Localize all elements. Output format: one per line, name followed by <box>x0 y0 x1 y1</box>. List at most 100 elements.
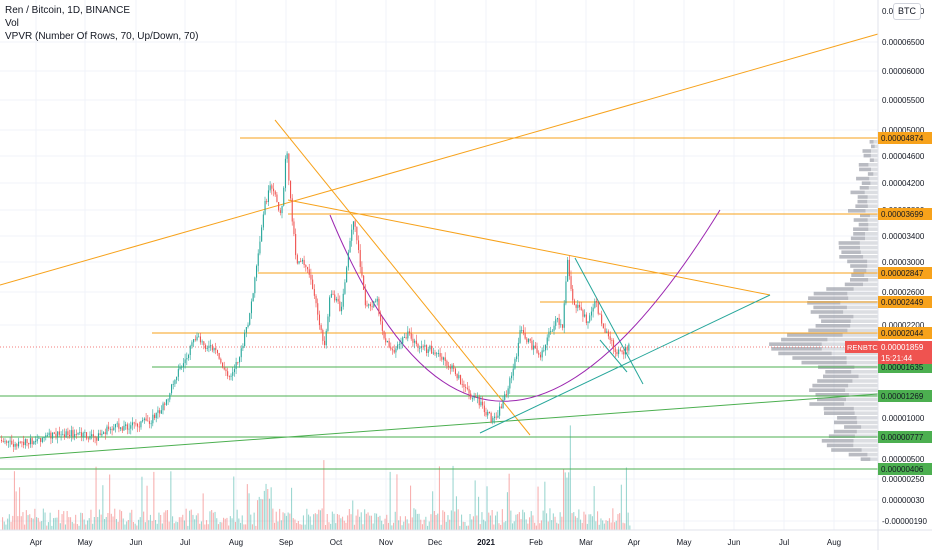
volume-bar <box>36 517 38 530</box>
legend-vpvr[interactable]: VPVR (Number Of Rows, 70, Up/Down, 70) <box>5 31 199 42</box>
volume-bar <box>212 512 214 530</box>
candle-body <box>210 345 212 347</box>
candle-body <box>211 345 213 351</box>
candle-body <box>626 347 628 351</box>
volume-bar <box>185 508 187 530</box>
candle-body <box>441 356 443 360</box>
volume-bar <box>250 514 252 530</box>
candle-body <box>199 336 201 343</box>
profile-bar <box>808 328 878 333</box>
candle-body <box>449 367 451 369</box>
volume-bar <box>58 509 60 530</box>
symbol-tag-box <box>845 341 878 353</box>
profile-bar-up <box>839 255 864 259</box>
candle-body <box>388 340 390 348</box>
candle-body <box>477 396 479 398</box>
legend-volume[interactable]: Vol <box>5 18 19 29</box>
volume-bar <box>112 516 114 530</box>
volume-bar <box>438 466 440 530</box>
volume-bar <box>71 521 73 530</box>
volume-bar <box>403 521 405 530</box>
x-tick-label: Jul <box>779 538 789 547</box>
volume-bar <box>42 508 44 530</box>
level-label-box <box>878 463 932 475</box>
profile-bar-up <box>855 204 868 208</box>
volume-bar <box>160 515 162 530</box>
volume-bar <box>391 525 393 530</box>
candle-body <box>303 259 305 265</box>
volume-bar <box>88 518 90 530</box>
volume-bar <box>333 513 335 530</box>
volume-bar <box>311 524 313 530</box>
candle-body <box>70 430 72 437</box>
candle-body <box>116 423 118 425</box>
volume-bar <box>347 515 349 530</box>
candle-body <box>451 365 453 369</box>
volume-bar <box>182 514 184 530</box>
time-axis[interactable]: Apr May Jun Jul Aug Sep Oct Nov Dec 2021 Feb Mar Apr… <box>0 529 932 547</box>
candle-body <box>167 399 169 401</box>
y-tick-label: 0.00003400 <box>882 232 925 241</box>
volume-bar <box>325 525 327 530</box>
volume-bar <box>172 516 174 530</box>
candle-body <box>531 340 533 350</box>
volume-bar <box>624 523 626 530</box>
profile-bar <box>853 232 878 236</box>
candle-body <box>147 420 149 422</box>
volume-bar <box>165 510 167 530</box>
profile-bar <box>853 218 878 222</box>
volume-bar <box>598 524 600 530</box>
profile-bar <box>792 356 878 360</box>
profile-bar <box>871 144 878 149</box>
volume-bar <box>102 485 104 530</box>
candle-body <box>337 298 339 302</box>
candle-body <box>381 321 383 331</box>
candle-body <box>67 431 69 436</box>
candle-body <box>92 434 94 437</box>
volume-bar <box>406 519 408 530</box>
falling-teal-line <box>574 257 644 385</box>
volume-bar <box>629 525 631 530</box>
profile-bar-up <box>808 296 849 300</box>
candle-body <box>75 434 77 435</box>
volume-bar <box>367 512 369 530</box>
currency-button[interactable]: BTC <box>893 3 921 20</box>
candle-body <box>602 323 604 329</box>
candle-body <box>386 340 388 343</box>
volume-bar <box>260 498 262 530</box>
candle-body <box>87 438 89 440</box>
profile-bar-up <box>817 379 853 383</box>
profile-bar-up <box>834 420 858 425</box>
volume-bar <box>231 518 233 530</box>
candle-body <box>393 350 395 353</box>
volume-bar <box>243 524 245 530</box>
candle-body <box>4 441 6 443</box>
candle-body <box>257 253 259 266</box>
volume-bar <box>104 519 106 530</box>
volume-bar <box>542 510 544 530</box>
volume-bar <box>207 524 209 530</box>
candle-body <box>349 240 351 253</box>
volume-bar <box>73 523 75 530</box>
profile-bar-up <box>833 429 857 434</box>
volume-bar <box>158 512 160 530</box>
volume-bar <box>469 514 471 530</box>
volume-bar <box>34 508 36 530</box>
level-label-box <box>878 208 932 220</box>
volume-bar <box>144 522 146 530</box>
profile-bar <box>823 374 878 379</box>
volume-bar <box>194 519 196 530</box>
profile-bar <box>823 406 878 411</box>
legend: Ren / Bitcoin, 1D, BINANCE Vol VPVR (Num… <box>5 4 198 43</box>
legend-symbol[interactable]: Ren / Bitcoin, 1D, BINANCE <box>5 5 131 16</box>
candle-body <box>524 333 526 339</box>
candle-body <box>446 360 448 366</box>
volume-bar <box>190 509 192 530</box>
candle-body <box>237 362 239 363</box>
candle-body <box>82 432 84 437</box>
candle-body <box>403 337 405 338</box>
candle-body <box>43 437 45 439</box>
volume-bar <box>365 513 367 530</box>
profile-bar-up <box>862 149 871 153</box>
